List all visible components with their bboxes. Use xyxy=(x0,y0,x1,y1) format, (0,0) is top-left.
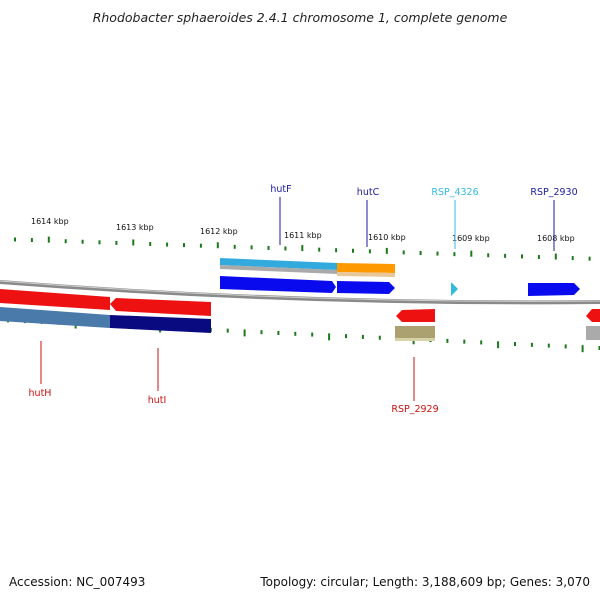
gene-labels: hutF hutC RSP_4326 RSP_2930 hutH hutI RSP_2929 xyxy=(29,184,578,415)
scale-labels: 1614 kbp 1613 kbp 1612 kbp 1611 kbp 1610 kbp… xyxy=(31,217,575,243)
gene-label-RSP_2929[interactable]: RSP_2929 xyxy=(391,404,438,415)
gene-hutH-arrow[interactable] xyxy=(0,289,110,310)
gene-hutC-arrow[interactable] xyxy=(337,281,395,294)
gene-hutI-arrow[interactable] xyxy=(110,298,211,316)
gene-hutF-arrow[interactable] xyxy=(220,276,336,293)
gene-RSP_4326-arrow[interactable] xyxy=(451,282,458,296)
gene-RSP_2929-arrow[interactable] xyxy=(396,309,435,322)
feature-hutC-cds[interactable] xyxy=(337,263,395,277)
feature-hutI-cds[interactable] xyxy=(110,315,211,333)
feature-RSP_2929-cds[interactable] xyxy=(395,326,435,341)
outer-scale-ticks xyxy=(14,236,591,261)
scale-label: 1611 kbp xyxy=(284,231,322,240)
gene-edge-arrow[interactable] xyxy=(586,309,600,322)
scale-label: 1614 kbp xyxy=(31,217,69,226)
scale-label: 1612 kbp xyxy=(200,227,238,236)
chromosome-backbone-highlight xyxy=(0,280,600,302)
gene-label-RSP_2930[interactable]: RSP_2930 xyxy=(530,187,577,198)
gene-RSP_2930-arrow[interactable] xyxy=(528,283,580,296)
feature-hutF-cds[interactable] xyxy=(220,258,337,274)
feature-edge-cds[interactable] xyxy=(586,326,600,340)
gene-label-hutH[interactable]: hutH xyxy=(29,388,52,399)
gene-label-leaders xyxy=(40,197,555,401)
scale-label: 1609 kbp xyxy=(452,234,490,243)
gene-label-hutF[interactable]: hutF xyxy=(270,184,291,195)
accession-text: Accession: NC_007493 xyxy=(9,575,146,589)
scale-label: 1613 kbp xyxy=(116,223,154,232)
scale-label: 1610 kbp xyxy=(368,233,406,242)
gene-label-hutI[interactable]: hutI xyxy=(148,395,167,406)
topology-text: Topology: circular; Length: 3,188,609 bp… xyxy=(260,575,590,589)
chromosome-backbone xyxy=(0,280,600,305)
gene-label-hutC[interactable]: hutC xyxy=(357,187,380,198)
map-title: Rhodobacter sphaeroides 2.4.1 chromosome… xyxy=(92,10,508,25)
feature-hutH-cds[interactable] xyxy=(0,307,110,328)
scale-label: 1608 kbp xyxy=(537,234,575,243)
gene-label-RSP_4326[interactable]: RSP_4326 xyxy=(431,187,478,198)
